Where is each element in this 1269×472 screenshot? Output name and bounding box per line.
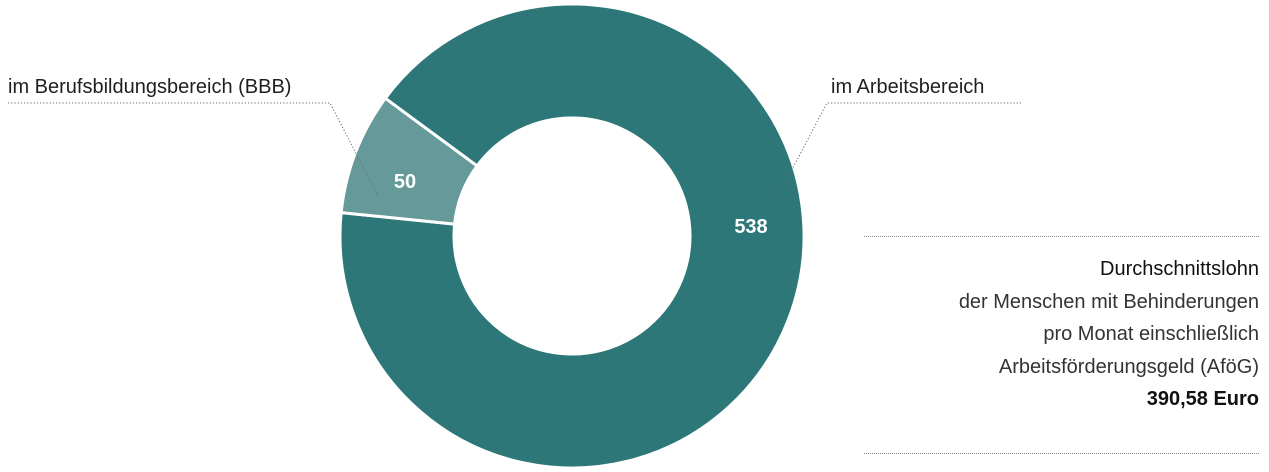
value-label-bbb: 50 xyxy=(394,171,416,193)
info-line-3: Arbeitsförderungsgeld (AföG) xyxy=(998,355,1259,378)
info-amount-number: 390,58 xyxy=(1146,388,1208,411)
leader-line-arbeitsbereich xyxy=(777,102,1021,197)
leader-lines xyxy=(8,102,1021,197)
leader-line-bbb xyxy=(8,102,379,197)
slice-label-arbeitsbereich: im Arbeitsbereich xyxy=(831,76,985,98)
info-heading: Durchschnittslohn xyxy=(1100,258,1259,280)
info-amount-unit: Euro xyxy=(1213,388,1259,411)
slice-bbb xyxy=(339,96,480,226)
value-label-arbeitsbereich: 538 xyxy=(734,216,767,238)
value-labels: 538 50 xyxy=(394,171,768,238)
slice-label-bbb: im Berufsbildungsbereich (BBB) xyxy=(8,76,292,98)
info-line-2: pro Monat einschließlich xyxy=(1043,323,1259,346)
slice-arbeitsbereich xyxy=(338,2,806,470)
info-line-1: der Menschen mit Behinderungen xyxy=(958,290,1259,313)
donut-slices xyxy=(338,2,806,470)
average-wage-box: Durchschnittslohn der Menschen mit Behin… xyxy=(864,236,1259,454)
info-amount: 390,58 Euro xyxy=(864,383,1259,416)
